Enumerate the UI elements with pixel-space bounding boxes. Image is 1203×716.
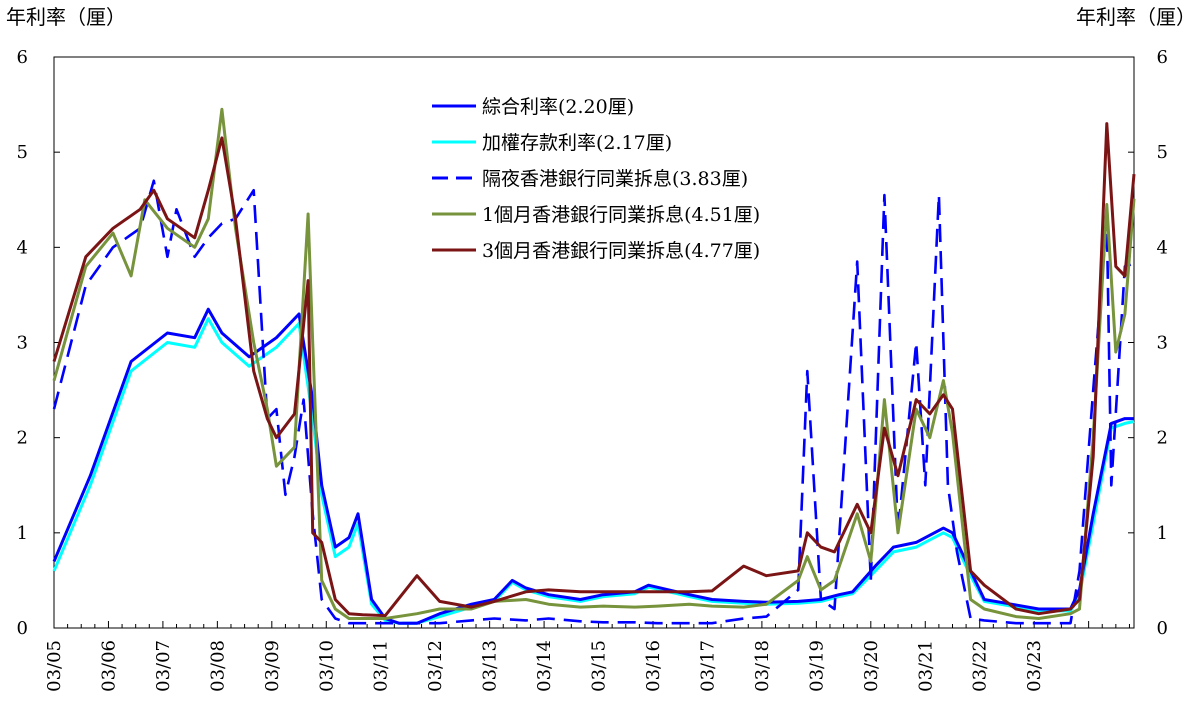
y-tick-label-left: 5: [17, 142, 28, 163]
left-axis-unit-label: 年利率（厘）: [6, 5, 126, 29]
y-tick-label-left: 3: [17, 333, 28, 354]
x-tick-label: 03/05: [44, 640, 65, 692]
x-tick-label: 03/07: [153, 640, 174, 692]
y-tick-label-right: 1: [1157, 523, 1168, 544]
series-line-1: [52, 307, 1134, 625]
y-tick-label-right: 3: [1157, 333, 1168, 354]
x-tick-label: 03/19: [806, 640, 827, 692]
x-tick-label: 03/20: [861, 640, 882, 692]
y-tick-label-left: 0: [17, 618, 28, 639]
x-tick-label: 03/22: [970, 640, 991, 692]
legend-label: 隔夜香港銀行同業拆息(3.83厘): [482, 168, 748, 190]
x-tick-label: 03/13: [480, 640, 501, 692]
x-tick-label: 03/08: [207, 640, 228, 692]
x-tick-label: 03/18: [752, 640, 773, 692]
y-tick-label-left: 6: [17, 47, 28, 68]
legend-label: 3個月香港銀行同業拆息(4.77厘): [482, 240, 760, 262]
y-tick-label-right: 5: [1157, 142, 1168, 163]
legend-label: 1個月香港銀行同業拆息(4.51厘): [482, 204, 760, 226]
x-tick-label: 03/10: [316, 640, 337, 692]
y-tick-label-left: 2: [17, 428, 28, 449]
x-tick-label: 03/17: [697, 640, 718, 692]
x-tick-label: 03/16: [643, 640, 664, 692]
series-line-2: [52, 317, 1135, 625]
y-tick-label-right: 4: [1157, 237, 1168, 258]
y-tick-label-right: 2: [1157, 428, 1168, 449]
right-axis-unit-label: 年利率（厘）: [1076, 5, 1196, 29]
x-tick-label: 03/09: [262, 640, 283, 692]
legend-label: 加權存款利率(2.17厘): [482, 132, 672, 154]
legend-label: 綜合利率(2.20厘): [482, 96, 634, 118]
x-tick-label: 03/21: [915, 640, 936, 692]
axes-group: 0 0 1 1 2 2 3 3 4 4 5 5 6 6 03/05 03/06 03/07 03/08 03/09 0…: [17, 47, 1168, 692]
x-tick-label: 03/23: [1024, 640, 1045, 692]
y-tick-label-left: 1: [17, 523, 28, 544]
series-line-5: [52, 122, 1136, 618]
series-lines-group: [52, 107, 1136, 625]
x-tick-label: 03/14: [534, 640, 555, 692]
x-tick-label: 03/06: [98, 640, 119, 692]
y-tick-label-right: 0: [1157, 618, 1168, 639]
legend: 綜合利率(2.20厘) 加權存款利率(2.17厘) 隔夜香港銀行同業拆息(3.83厘…: [432, 96, 760, 262]
y-tick-label-right: 6: [1157, 47, 1168, 68]
y-tick-label-left: 4: [17, 237, 28, 258]
x-tick-label: 03/12: [425, 640, 446, 692]
x-tick-label: 03/11: [371, 640, 392, 692]
x-tick-label: 03/15: [589, 640, 610, 692]
